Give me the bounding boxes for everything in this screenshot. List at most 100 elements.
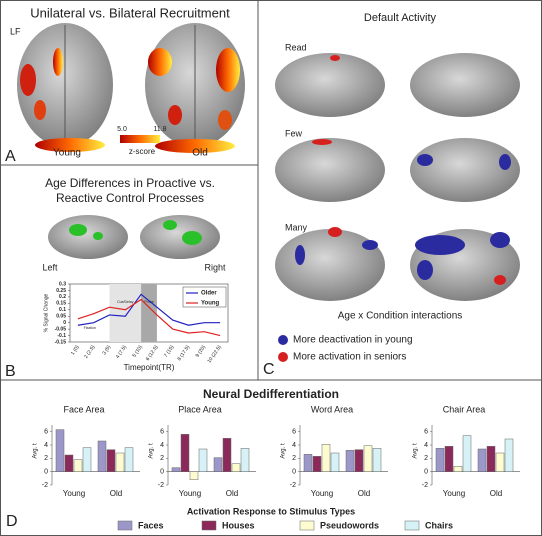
bar: [82, 447, 92, 472]
legend-label: Houses: [222, 520, 255, 530]
brain-side-right: [140, 215, 220, 259]
bar: [354, 449, 364, 472]
legend-swatch: [404, 520, 420, 531]
y-tick-label: 4: [424, 442, 428, 449]
brain-medial-many: [275, 227, 385, 301]
bar: [363, 445, 373, 472]
line: [77, 293, 221, 326]
y-tick-label: 4: [160, 442, 164, 449]
x-tick-label: Old: [110, 489, 122, 498]
panel-title: Neural Dedifferentiation: [203, 387, 339, 401]
y-tick-label: 0.05: [56, 314, 66, 320]
row-label: Few: [285, 128, 303, 138]
y-axis-label: Avg. t: [413, 443, 419, 459]
x-tick-label: 4 (7.5): [115, 344, 128, 360]
bar: [171, 467, 181, 472]
bar: [231, 463, 241, 472]
phase-band: [109, 284, 142, 342]
legend-label: Pseudowords: [320, 520, 379, 530]
x-tick-label: 3 (5): [101, 344, 112, 356]
y-tick-label: 2: [44, 455, 48, 462]
row-label: Many: [285, 222, 308, 232]
legend-label: Chairs: [425, 520, 453, 530]
x-tick-label: Old: [490, 489, 502, 498]
x-tick-label: 2 (2.5): [83, 344, 96, 360]
legend-label: More deactivation in young: [293, 335, 413, 346]
panel-title: Age Differences in Proactive vs.: [45, 176, 215, 190]
colorbar: [120, 135, 160, 143]
phase-label: Cue/Delay: [117, 300, 134, 304]
bar: [444, 446, 454, 472]
bar: [435, 448, 445, 472]
bar: [495, 452, 505, 472]
brain-lateral-read: [410, 53, 520, 117]
y-tick-label: 2: [292, 455, 296, 462]
bar: [115, 452, 125, 472]
chart-title: Chair Area: [443, 404, 486, 414]
bar: [222, 438, 232, 472]
bar: [124, 447, 134, 472]
y-axis-label: Avg. t: [281, 443, 287, 459]
y-tick-label: -2: [290, 482, 296, 489]
x-tick-label: 9 (20): [195, 344, 208, 358]
y-tick-label: 6: [44, 429, 48, 436]
chart-title: Place Area: [178, 404, 222, 414]
legend-swatch: [201, 520, 217, 531]
panel-title: Default Activity: [364, 12, 437, 24]
bar: [303, 454, 313, 472]
x-tick-label: Young: [63, 489, 85, 498]
bar: [312, 456, 322, 472]
colorbar-min: 5.0: [117, 126, 127, 133]
panel-letter: C: [263, 361, 275, 378]
panel-title: Reactive Control Processes: [56, 191, 204, 205]
brain-top-young: [17, 23, 113, 152]
phase-label: Fixation: [84, 326, 96, 330]
brain-medial-read: [275, 53, 385, 117]
panel-letter: D: [6, 513, 18, 530]
bar: [240, 448, 250, 472]
orientation-label: LF: [10, 26, 21, 36]
y-tick-label: 0: [63, 320, 66, 326]
legend-label: Older: [201, 291, 217, 297]
y-tick-label: -0.1: [57, 333, 66, 339]
legend-title: Activation Response to Stimulus Types: [187, 506, 355, 516]
panel-letter: A: [5, 148, 16, 165]
brain-label: Young: [53, 148, 81, 159]
colorbar-max: 11.8: [153, 126, 166, 133]
x-tick-label: Young: [311, 489, 333, 498]
chart-title: Word Area: [311, 404, 353, 414]
y-tick-label: 6: [424, 429, 428, 436]
legend-label: Young: [201, 301, 220, 307]
panel-title: Unilateral vs. Bilateral Recruitment: [30, 5, 230, 20]
y-axis-label: % Signal Change: [43, 293, 49, 332]
brain-side-left: [48, 215, 128, 259]
y-tick-label: 0.15: [56, 301, 66, 307]
chart-title: Face Area: [63, 404, 104, 414]
x-tick-label: 8 (17.5): [176, 344, 191, 362]
legend-label: Faces: [138, 520, 164, 530]
bar: [97, 440, 107, 472]
x-tick-label: 6 (12.5): [145, 344, 160, 362]
legend-box: [182, 286, 227, 308]
bar: [504, 438, 514, 472]
bar: [462, 435, 472, 472]
bar: [64, 454, 74, 472]
y-tick-label: 2: [424, 455, 428, 462]
legend-swatch: [117, 520, 133, 531]
y-axis-label: Avg. t: [149, 443, 155, 459]
phase-label: Probe: [144, 300, 153, 304]
x-tick-label: 7 (15): [163, 344, 176, 358]
y-tick-label: 2: [160, 455, 164, 462]
legend-dot: [278, 352, 288, 362]
bar: [486, 446, 496, 472]
bar: [345, 450, 355, 472]
x-tick-label: Old: [358, 489, 370, 498]
bar: [213, 457, 223, 472]
bar: [321, 444, 331, 472]
brain-label: Right: [204, 262, 226, 272]
y-tick-label: 0.1: [59, 307, 66, 313]
y-tick-label: -2: [422, 482, 428, 489]
y-tick-label: 0: [292, 469, 296, 476]
y-tick-label: 0: [44, 469, 48, 476]
y-tick-label: -2: [158, 482, 164, 489]
